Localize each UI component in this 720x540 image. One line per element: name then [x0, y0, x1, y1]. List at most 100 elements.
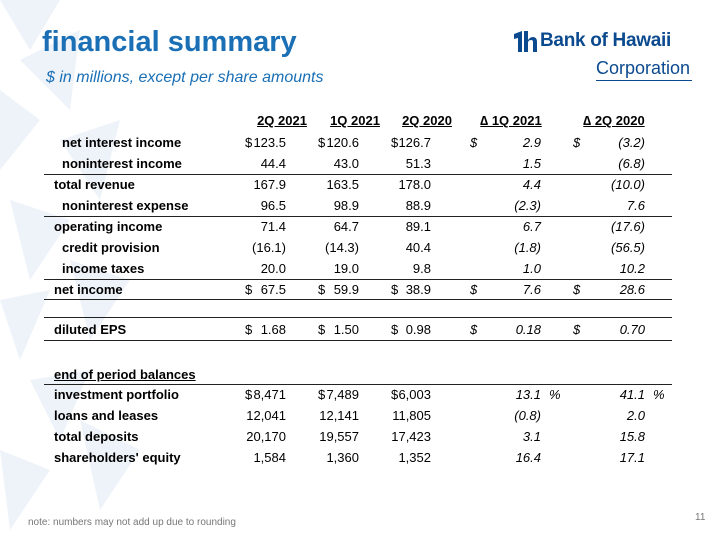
rule-eps-top	[44, 317, 672, 318]
row-label: net income	[54, 282, 123, 297]
cell-value: 28.6	[619, 282, 645, 297]
rule-operating-income	[44, 216, 672, 217]
cell-value: 7.6	[626, 198, 645, 213]
cell-value: (0.8)	[514, 408, 541, 423]
cell-value: (56.5)	[611, 240, 645, 255]
rule-total-revenue	[44, 174, 672, 175]
cell-value: 7,489	[326, 387, 359, 402]
rule-net-income-bottom	[44, 299, 672, 300]
column-header: 2Q 2020	[402, 113, 452, 128]
percent-sign: %	[653, 387, 665, 402]
cell-value: 3.1	[522, 429, 541, 444]
cell-value: 43.0	[333, 156, 359, 171]
page-number: 11	[695, 512, 706, 523]
cell-value: 11,805	[392, 408, 431, 423]
cell-value: 0.70	[619, 322, 645, 337]
cell-value: 38.9	[405, 282, 431, 297]
cell-value: 40.4	[405, 240, 431, 255]
cell-value: 64.7	[333, 219, 359, 234]
cell-value: 4.4	[522, 177, 541, 192]
cell-value: 123.5	[253, 135, 286, 150]
dollar-sign: $	[318, 387, 326, 402]
column-header: ∆ 2Q 2020	[583, 113, 645, 128]
dollar-sign: $	[573, 135, 581, 150]
cell-value: (1.8)	[514, 240, 541, 255]
cell-value: 0.98	[405, 322, 431, 337]
dollar-sign: $	[470, 135, 478, 150]
cell-value: 20,170	[246, 429, 286, 444]
cell-value: 7.6	[522, 282, 541, 297]
cell-value: 1,352	[398, 450, 431, 465]
cell-value: 2.0	[626, 408, 645, 423]
cell-value: 8,471	[253, 387, 286, 402]
cell-value: 96.5	[260, 198, 286, 213]
cell-value: 51.3	[405, 156, 431, 171]
column-header: ∆ 1Q 2021	[480, 113, 542, 128]
cell-value: (10.0)	[611, 177, 645, 192]
row-label: total revenue	[54, 177, 135, 192]
cell-value: 67.5	[260, 282, 286, 297]
row-label: income taxes	[62, 261, 145, 276]
cell-value: 6.7	[522, 219, 541, 234]
dollar-sign: $	[391, 322, 399, 337]
cell-value: (16.1)	[252, 240, 286, 255]
column-header: 1Q 2021	[330, 113, 380, 128]
logo-underline	[596, 80, 692, 81]
cell-value: 120.6	[326, 135, 359, 150]
row-label: operating income	[54, 219, 163, 234]
cell-value: 178.0	[398, 177, 431, 192]
cell-value: 10.2	[619, 261, 645, 276]
cell-value: 126.7	[398, 135, 431, 150]
cell-value: 16.4	[515, 450, 541, 465]
cell-value: 163.5	[326, 177, 359, 192]
cell-value: 71.4	[260, 219, 286, 234]
cell-value: (14.3)	[325, 240, 359, 255]
logo-mark-icon	[514, 31, 537, 52]
logo-subtitle: Corporation	[596, 58, 691, 78]
dollar-sign: $	[318, 322, 326, 337]
cell-value: 19,557	[319, 429, 359, 444]
cell-value: 15.8	[619, 429, 645, 444]
dollar-sign: $	[245, 282, 253, 297]
row-label: loans and leases	[54, 408, 159, 423]
cell-value: 12,041	[246, 408, 286, 423]
dollar-sign: $	[470, 282, 478, 297]
cell-value: 1.0	[522, 261, 541, 276]
dollar-sign: $	[245, 322, 253, 337]
cell-value: 1.68	[260, 322, 286, 337]
dollar-sign: $	[245, 387, 253, 402]
cell-value: 44.4	[260, 156, 286, 171]
cell-value: 1,584	[253, 450, 286, 465]
cell-value: 1.5	[522, 156, 541, 171]
cell-value: 59.9	[333, 282, 359, 297]
cell-value: 1.50	[333, 322, 359, 337]
rule-balances-top	[44, 384, 672, 385]
page-subtitle: $ in millions, except per share amounts	[46, 69, 324, 86]
dollar-sign: $	[573, 282, 581, 297]
row-label: net interest income	[62, 135, 182, 150]
cell-value: (17.6)	[611, 219, 645, 234]
cell-value: 2.9	[522, 135, 541, 150]
cell-value: 98.9	[333, 198, 359, 213]
cell-value: 20.0	[260, 261, 286, 276]
cell-value: 88.9	[405, 198, 431, 213]
dollar-sign: $	[391, 282, 399, 297]
cell-value: 12,141	[319, 408, 359, 423]
row-label: end of period balances	[54, 367, 196, 382]
cell-value: 6,003	[398, 387, 431, 402]
cell-value: 9.8	[412, 261, 431, 276]
cell-value: 13.1	[515, 387, 541, 402]
rule-eps-bottom	[44, 340, 672, 341]
cell-value: (3.2)	[618, 135, 645, 150]
row-label: investment portfolio	[54, 387, 179, 402]
page-title: financial summary	[42, 26, 297, 58]
dollar-sign: $	[318, 282, 326, 297]
dollar-sign: $	[470, 322, 478, 337]
dollar-sign: $	[573, 322, 581, 337]
logo-name: Bank of Hawaii	[540, 30, 671, 51]
column-header: 2Q 2021	[257, 113, 307, 128]
dollar-sign: $	[245, 135, 253, 150]
cell-value: 19.0	[333, 261, 359, 276]
row-label: total deposits	[54, 429, 139, 444]
dollar-sign: $	[391, 135, 399, 150]
